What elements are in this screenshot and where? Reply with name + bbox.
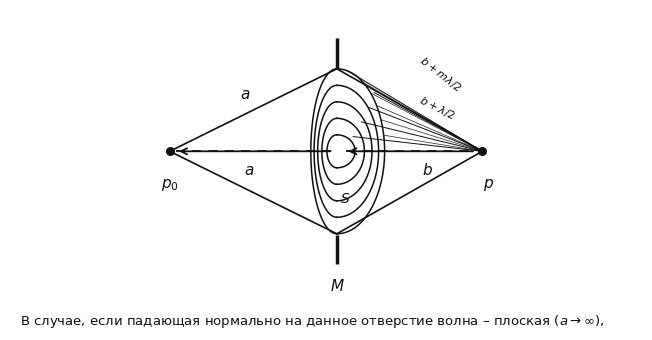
- Polygon shape: [327, 135, 355, 168]
- Polygon shape: [322, 118, 364, 184]
- Polygon shape: [314, 85, 379, 217]
- Text: M: M: [331, 279, 344, 294]
- Polygon shape: [318, 102, 372, 201]
- Polygon shape: [311, 69, 385, 234]
- Text: В случае, если падающая нормально на данное отверстие волна – плоская ($a \to\in: В случае, если падающая нормально на дан…: [20, 313, 604, 330]
- Text: $p$: $p$: [483, 177, 494, 193]
- Text: a: a: [244, 163, 254, 178]
- Text: $b+\lambda/2$: $b+\lambda/2$: [417, 93, 458, 122]
- Text: $b+m\lambda/2$: $b+m\lambda/2$: [417, 54, 464, 95]
- Text: a: a: [240, 87, 249, 102]
- Text: S: S: [341, 192, 350, 206]
- Text: $p_0$: $p_0$: [161, 177, 179, 193]
- Text: b: b: [422, 163, 432, 178]
